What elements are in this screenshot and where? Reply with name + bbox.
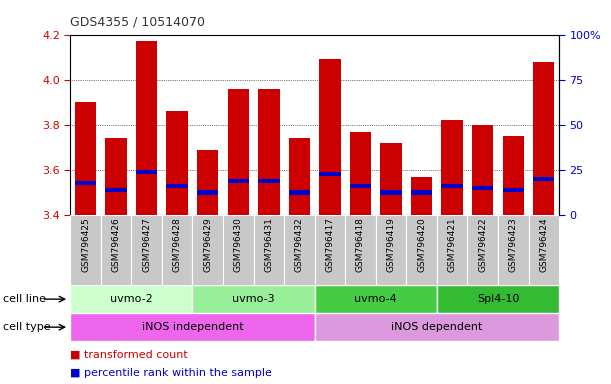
Bar [70, 215, 101, 286]
Bar [533, 62, 555, 215]
Bar [381, 143, 402, 215]
Bar [136, 170, 158, 174]
Text: uvmo-3: uvmo-3 [232, 294, 275, 304]
Bar [350, 132, 371, 215]
Bar [411, 177, 433, 215]
Bar [166, 184, 188, 188]
Bar [254, 215, 284, 286]
Bar [529, 215, 559, 286]
Bar [228, 179, 249, 183]
Text: GDS4355 / 10514070: GDS4355 / 10514070 [70, 15, 205, 28]
Bar [350, 184, 371, 188]
Bar [315, 215, 345, 286]
Text: ■ percentile rank within the sample: ■ percentile rank within the sample [70, 368, 272, 378]
Text: GSM796421: GSM796421 [448, 217, 456, 272]
Bar [192, 285, 315, 313]
Text: GSM796428: GSM796428 [173, 217, 181, 272]
Text: GSM796419: GSM796419 [387, 217, 395, 272]
Bar [345, 215, 376, 286]
Bar [136, 41, 158, 215]
Bar [192, 215, 223, 286]
Bar [70, 313, 315, 341]
Bar [131, 215, 162, 286]
Bar [320, 60, 341, 215]
Bar [442, 120, 463, 215]
Text: GSM796420: GSM796420 [417, 217, 426, 272]
Text: GSM796427: GSM796427 [142, 217, 151, 272]
Bar [406, 215, 437, 286]
Text: iNOS independent: iNOS independent [142, 322, 243, 332]
Bar [75, 102, 97, 215]
Text: uvmo-2: uvmo-2 [110, 294, 153, 304]
Bar [101, 215, 131, 286]
Bar [533, 177, 555, 181]
Bar [223, 215, 254, 286]
Text: GSM796426: GSM796426 [112, 217, 120, 272]
Bar [75, 181, 97, 185]
Bar [376, 215, 406, 286]
Bar [437, 285, 559, 313]
Bar [289, 138, 310, 215]
Bar [467, 215, 498, 286]
Bar [197, 150, 219, 215]
Bar [472, 125, 494, 215]
Bar [106, 188, 127, 192]
Text: GSM796424: GSM796424 [540, 217, 548, 272]
Bar [498, 215, 529, 286]
Bar [315, 313, 559, 341]
Bar [320, 172, 341, 177]
Text: ■ transformed count: ■ transformed count [70, 349, 188, 359]
Bar [381, 190, 402, 195]
Bar [258, 179, 280, 183]
Bar [503, 188, 524, 192]
Bar [70, 285, 192, 313]
Text: GSM796430: GSM796430 [234, 217, 243, 272]
Text: GSM796429: GSM796429 [203, 217, 212, 272]
Bar [315, 285, 437, 313]
Text: GSM796425: GSM796425 [81, 217, 90, 272]
Text: uvmo-4: uvmo-4 [354, 294, 397, 304]
Bar [472, 186, 494, 190]
Text: cell type: cell type [3, 322, 51, 332]
Text: GSM796423: GSM796423 [509, 217, 518, 272]
Bar [284, 215, 315, 286]
Bar [162, 215, 192, 286]
Text: GSM796417: GSM796417 [326, 217, 334, 272]
Text: Spl4-10: Spl4-10 [477, 294, 519, 304]
Bar [106, 138, 127, 215]
Bar [228, 89, 249, 215]
Bar [258, 89, 280, 215]
Bar [166, 111, 188, 215]
Bar [289, 190, 310, 195]
Text: cell line: cell line [3, 294, 46, 304]
Bar [442, 184, 463, 188]
Bar [437, 215, 467, 286]
Text: GSM796432: GSM796432 [295, 217, 304, 272]
Text: iNOS dependent: iNOS dependent [391, 322, 483, 332]
Bar [503, 136, 524, 215]
Bar [411, 190, 433, 195]
Text: GSM796431: GSM796431 [265, 217, 273, 272]
Text: GSM796422: GSM796422 [478, 217, 487, 272]
Text: GSM796418: GSM796418 [356, 217, 365, 272]
Bar [197, 190, 219, 195]
